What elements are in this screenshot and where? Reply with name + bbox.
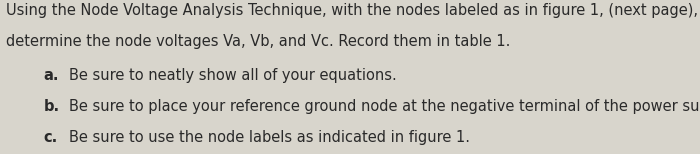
Text: Using the Node Voltage Analysis Technique, with the nodes labeled as in figure 1: Using the Node Voltage Analysis Techniqu… bbox=[6, 4, 699, 18]
Text: Be sure to use the node labels as indicated in figure 1.: Be sure to use the node labels as indica… bbox=[69, 130, 470, 145]
Text: Be sure to neatly show all of your equations.: Be sure to neatly show all of your equat… bbox=[69, 68, 396, 83]
Text: b.: b. bbox=[43, 99, 60, 114]
Text: c.: c. bbox=[43, 130, 57, 145]
Text: a.: a. bbox=[43, 68, 59, 83]
Text: Be sure to place your reference ground node at the negative terminal of the powe: Be sure to place your reference ground n… bbox=[69, 99, 700, 114]
Text: determine the node voltages Va, Vb, and Vc. Record them in table 1.: determine the node voltages Va, Vb, and … bbox=[6, 34, 511, 49]
